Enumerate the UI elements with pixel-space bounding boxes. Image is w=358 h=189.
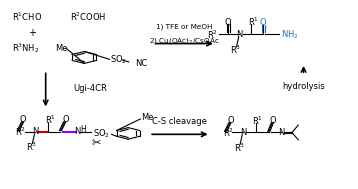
Text: SO$_2$: SO$_2$ xyxy=(110,54,127,67)
Text: O: O xyxy=(225,18,231,27)
Text: C-S cleavage: C-S cleavage xyxy=(152,117,207,126)
Text: N: N xyxy=(32,127,38,136)
Text: R$^2$: R$^2$ xyxy=(15,125,26,138)
Text: ✂: ✂ xyxy=(92,139,101,149)
Text: O: O xyxy=(227,116,234,125)
Text: R$^3$: R$^3$ xyxy=(26,141,37,153)
Text: R$^1$CHO: R$^1$CHO xyxy=(12,11,43,23)
Text: SO$_2$: SO$_2$ xyxy=(92,127,110,140)
Text: R$^2$COOH: R$^2$COOH xyxy=(70,11,107,23)
Text: Me: Me xyxy=(55,44,68,53)
Text: R$^3$: R$^3$ xyxy=(230,44,241,56)
Text: O: O xyxy=(260,18,266,27)
Text: R$^1$: R$^1$ xyxy=(45,113,56,126)
Text: NH$_2$: NH$_2$ xyxy=(281,28,299,41)
Text: N: N xyxy=(236,30,242,39)
Text: N: N xyxy=(74,127,81,136)
Text: O: O xyxy=(270,116,276,125)
Text: Me: Me xyxy=(141,113,154,122)
Text: O: O xyxy=(62,115,69,124)
Text: R$^2$: R$^2$ xyxy=(207,28,218,40)
Text: N: N xyxy=(240,128,246,137)
Text: N: N xyxy=(278,128,285,137)
Text: +: + xyxy=(28,28,36,38)
Text: R$^3$: R$^3$ xyxy=(234,141,245,154)
Text: Ugi-4CR: Ugi-4CR xyxy=(74,84,108,93)
Text: R$^1$: R$^1$ xyxy=(247,15,258,28)
Text: R$^3$NH$_2$: R$^3$NH$_2$ xyxy=(12,41,40,55)
Text: hydrolysis: hydrolysis xyxy=(282,82,325,91)
Text: R$^1$: R$^1$ xyxy=(252,114,263,127)
Text: 2) Cu(OAc)$_2$/CsOAc: 2) Cu(OAc)$_2$/CsOAc xyxy=(149,36,219,46)
Text: O: O xyxy=(20,115,26,124)
Text: H: H xyxy=(80,125,86,134)
Text: 1) TFE or MeOH: 1) TFE or MeOH xyxy=(156,24,213,30)
Text: R$^2$: R$^2$ xyxy=(223,126,234,139)
Text: NC: NC xyxy=(135,59,147,67)
